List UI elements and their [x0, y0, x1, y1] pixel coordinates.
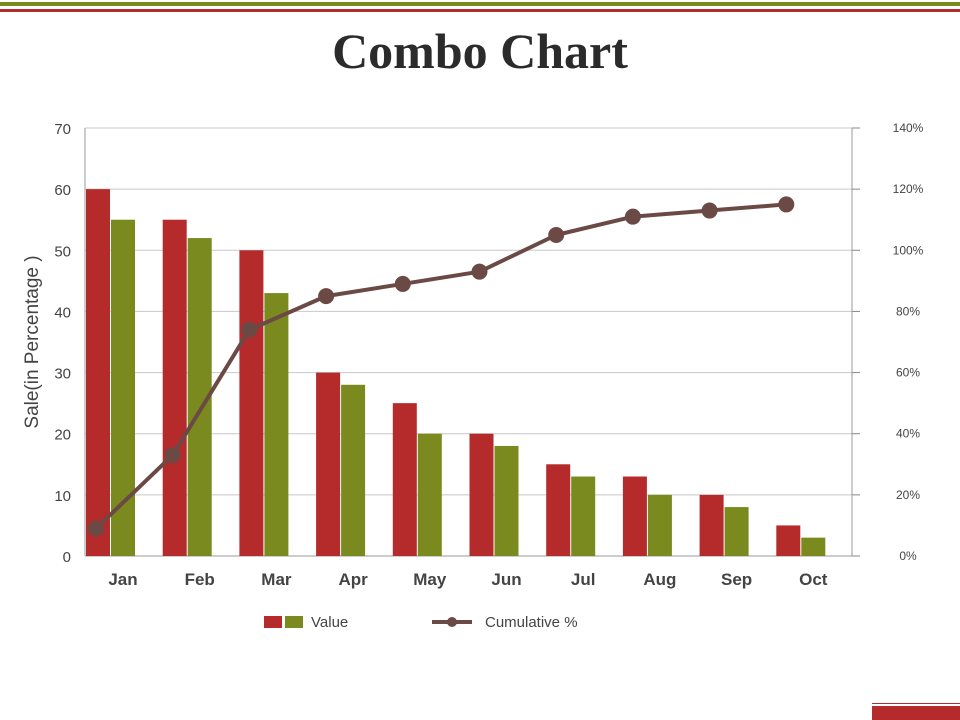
bar	[622, 476, 647, 556]
bar	[469, 433, 494, 556]
bar	[264, 293, 289, 556]
y-tick-label: 20	[54, 427, 71, 444]
bar	[417, 433, 442, 556]
bar	[801, 537, 826, 556]
y-tick-label: 70	[54, 121, 71, 138]
bar	[341, 384, 366, 556]
y-tick-label: 0	[63, 549, 71, 566]
bar	[647, 494, 672, 556]
slide-title: Combo Chart	[332, 23, 628, 79]
x-tick-label: Sep	[721, 570, 752, 589]
legend-label-cumulative: Cumulative %	[485, 614, 578, 631]
cumulative-point	[241, 321, 258, 338]
bar	[699, 494, 724, 556]
y-axis-label: Sale(in Percentage )	[22, 255, 43, 428]
y2-tick-label: 20%	[896, 488, 920, 502]
y-tick-label: 50	[54, 243, 71, 260]
cumulative-point	[164, 447, 181, 464]
x-tick-label: Aug	[643, 570, 676, 589]
legend-swatch-red	[264, 616, 282, 628]
x-tick-label: Jun	[491, 570, 521, 589]
x-tick-label: Feb	[185, 570, 215, 589]
y-tick-label: 60	[54, 182, 71, 199]
bar	[86, 189, 110, 556]
y-tick-label: 40	[54, 304, 71, 321]
legend-label-value: Value	[311, 614, 348, 631]
cumulative-point	[701, 202, 718, 219]
bar	[546, 464, 571, 556]
cumulative-point	[778, 196, 795, 213]
bar	[316, 372, 341, 556]
bar	[111, 219, 135, 556]
cumulative-point	[548, 227, 565, 243]
bar	[239, 250, 264, 557]
top-accent-bar-olive	[0, 2, 960, 6]
cumulative-point	[88, 520, 104, 537]
bottom-accent-bar	[872, 706, 960, 720]
y-tick-label: 30	[54, 366, 71, 383]
legend-line-marker	[447, 617, 457, 627]
y-tick-label: 10	[54, 488, 71, 505]
cumulative-point	[624, 208, 641, 225]
x-tick-label: Mar	[261, 570, 292, 589]
y2-tick-label: 140%	[893, 121, 924, 135]
bar	[724, 507, 749, 556]
bar	[776, 525, 801, 556]
x-tick-label: Apr	[338, 570, 368, 589]
cumulative-line	[94, 202, 787, 530]
legend-swatch-olive	[285, 616, 303, 628]
bar	[571, 476, 596, 556]
x-tick-label: Jan	[108, 570, 137, 589]
y2-tick-label: 0%	[899, 549, 917, 563]
bottom-accent-line	[872, 703, 960, 704]
x-tick-label: Jul	[571, 570, 596, 589]
y2-tick-label: 40%	[896, 427, 920, 441]
y2-tick-label: 100%	[893, 243, 924, 257]
bar	[162, 219, 187, 556]
cumulative-point	[394, 275, 411, 292]
x-tick-label: Oct	[799, 570, 828, 589]
top-accent-bar-red	[0, 9, 960, 12]
x-tick-label: May	[413, 570, 447, 589]
bar	[494, 445, 519, 556]
cumulative-point	[318, 288, 335, 305]
y2-tick-label: 80%	[896, 304, 920, 318]
cumulative-point	[471, 263, 488, 280]
y2-tick-label: 60%	[896, 366, 920, 380]
y2-tick-label: 120%	[893, 182, 924, 196]
bar	[392, 403, 417, 556]
